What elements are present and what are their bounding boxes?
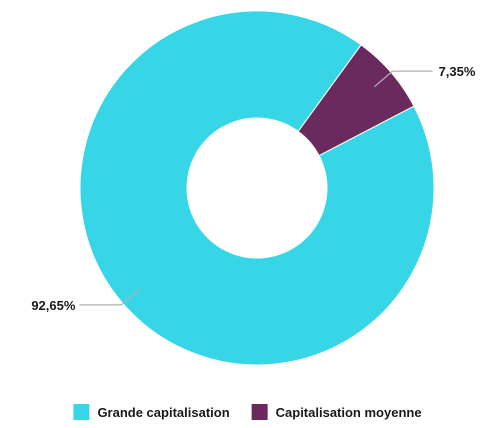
legend-label-capitalisation-moyenne[interactable]: Capitalisation moyenne [276, 405, 422, 420]
leader-grande-capitalisation [79, 288, 141, 306]
data-label-grande-capitalisation: 92,65% [31, 298, 76, 313]
label-leaders [79, 70, 433, 306]
donut-slices [79, 10, 435, 366]
legend-label-grande-capitalisation[interactable]: Grande capitalisation [97, 405, 229, 420]
slice-grande-capitalisation[interactable] [79, 10, 435, 366]
legend-swatch-grande-capitalisation[interactable] [73, 404, 90, 420]
data-labels: 7,35% 92,65% [31, 64, 476, 313]
legend-swatch-capitalisation-moyenne[interactable] [251, 404, 268, 420]
leader-capitalisation-moyenne [373, 70, 433, 88]
chart-legend: Grande capitalisation Capitalisation moye… [73, 404, 422, 420]
data-label-capitalisation-moyenne: 7,35% [439, 64, 476, 79]
